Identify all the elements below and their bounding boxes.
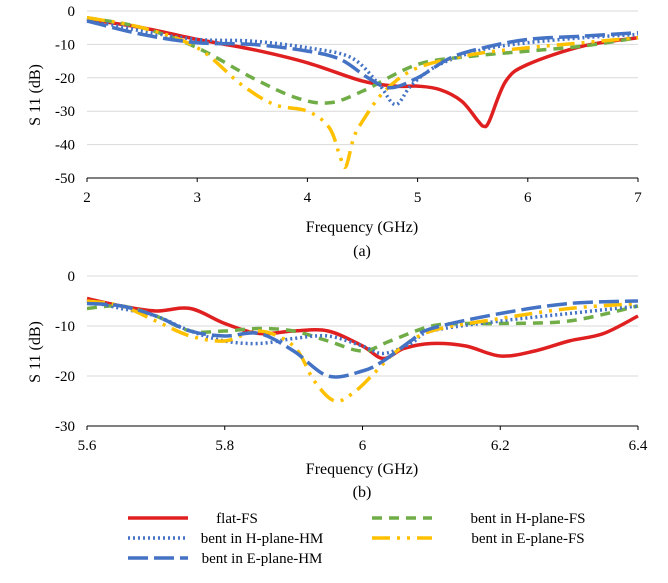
legend-label-flat: flat-FS bbox=[216, 511, 258, 527]
legend-item-ehm: bent in E-plane-HM bbox=[128, 551, 322, 567]
panel-b-xtick-label: 5.8 bbox=[215, 438, 234, 454]
panel-b-series-hhm bbox=[86, 299, 639, 356]
panel-b-sublabel: (b) bbox=[353, 484, 372, 501]
panel-a-xtick-label: 5 bbox=[414, 190, 422, 206]
panel-a-xtick-label: 7 bbox=[634, 190, 642, 206]
panel-b-series-flat bbox=[86, 296, 639, 361]
panel-b-gridlines bbox=[87, 275, 638, 377]
panel-a-series bbox=[86, 15, 639, 170]
panel-a-ytick-label: -20 bbox=[55, 71, 75, 87]
panel-a-ytick-label: 0 bbox=[68, 4, 76, 20]
panel-b-xlabel: Frequency (GHz) bbox=[306, 461, 418, 478]
panel-b-xtick-label: 6.4 bbox=[629, 438, 648, 454]
panel-a-ytick-label: -40 bbox=[55, 138, 75, 154]
panel-a-sublabel: (a) bbox=[353, 243, 371, 260]
panel-b-ytick-label: -30 bbox=[55, 419, 75, 435]
panel-a-xtick-label: 3 bbox=[193, 190, 201, 206]
panel-b-chart: 0-10-20-305.6 5.8 6 6.2 6.4 Frequency (GHz) … bbox=[27, 269, 648, 501]
panel-a-gridlines bbox=[87, 10, 638, 146]
panel-a-ytick-label: -10 bbox=[55, 37, 75, 53]
panel-a-ytick-label: -50 bbox=[55, 171, 75, 187]
panel-b-ytick-label: -10 bbox=[55, 319, 75, 335]
panel-b-series-efs bbox=[86, 299, 639, 404]
panel-b-ytick-label: -20 bbox=[55, 369, 75, 385]
legend-label-hfs: bent in H-plane-FS bbox=[471, 511, 586, 527]
panel-a-xtick-label: 6 bbox=[524, 190, 532, 206]
panel-b-xtick-label: 5.6 bbox=[78, 438, 97, 454]
legend-item-hfs: bent in H-plane-FS bbox=[372, 511, 585, 527]
panel-a-xlabel: Frequency (GHz) bbox=[306, 219, 418, 236]
panel-b-xtick-label: 6 bbox=[359, 438, 367, 454]
panel-a-series-ehm bbox=[86, 19, 639, 90]
panel-a-series-hfs bbox=[86, 15, 639, 105]
panel-b-ytick-label: 0 bbox=[68, 269, 76, 285]
panel-a-chart: 0 -10 -20 -30 -40 -50 2 3 4 5 6 7 Frequency (GHz) S… bbox=[27, 4, 642, 260]
legend-item-flat: flat-FS bbox=[128, 511, 258, 527]
panel-a-series-efs bbox=[86, 15, 639, 170]
legend-label-ehm: bent in E-plane-HM bbox=[202, 551, 323, 567]
legend-label-efs: bent in E-plane-FS bbox=[471, 531, 584, 547]
legend-item-hhm: bent in H-plane-HM bbox=[128, 531, 323, 547]
panel-b-series bbox=[86, 296, 639, 404]
legend-label-hhm: bent in H-plane-HM bbox=[201, 531, 323, 547]
panel-a-ylabel: S 11 (dB) bbox=[27, 64, 44, 126]
panel-a-xtick-label: 4 bbox=[304, 190, 312, 206]
panel-b-series-ehm bbox=[86, 299, 639, 379]
legend: flat-FS bent in H-plane-FS bent in H-pla… bbox=[128, 511, 585, 567]
panel-a-xtick-label: 2 bbox=[83, 190, 91, 206]
panel-b-ylabel: S 11 (dB) bbox=[27, 321, 44, 383]
panel-b-xtick-label: 6.2 bbox=[491, 438, 510, 454]
panel-b-series-hfs bbox=[86, 303, 639, 353]
legend-item-efs: bent in E-plane-FS bbox=[372, 531, 585, 547]
panel-a-axes: 0 -10 -20 -30 -40 -50 2 3 4 5 6 7 bbox=[55, 4, 642, 206]
panel-a-series-hhm bbox=[86, 17, 639, 107]
panel-a-series-flat bbox=[86, 17, 639, 129]
panel-b-axes: 0 -10 -20 -305.6 5.8 6 6.2 6.4 bbox=[55, 269, 648, 454]
panel-a-ytick-label: -30 bbox=[55, 104, 75, 120]
